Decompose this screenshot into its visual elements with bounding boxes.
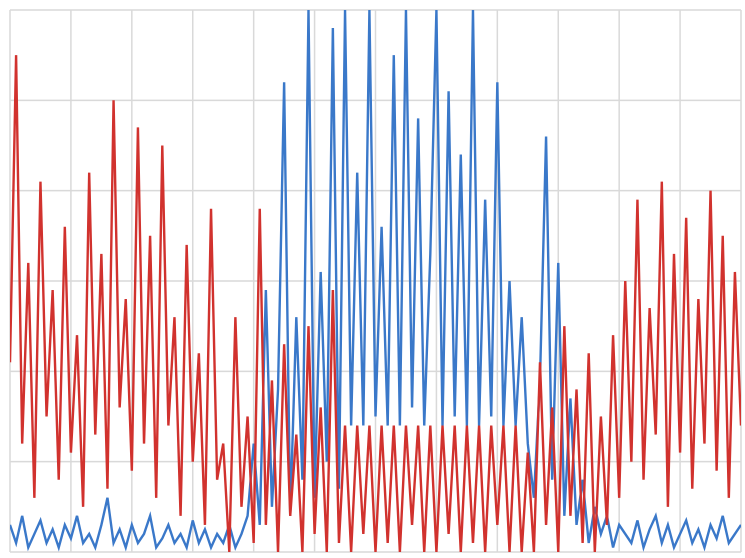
grid (9, 9, 742, 553)
series-line (10, 10, 741, 552)
plot-area (10, 10, 741, 552)
series-line (10, 55, 741, 552)
